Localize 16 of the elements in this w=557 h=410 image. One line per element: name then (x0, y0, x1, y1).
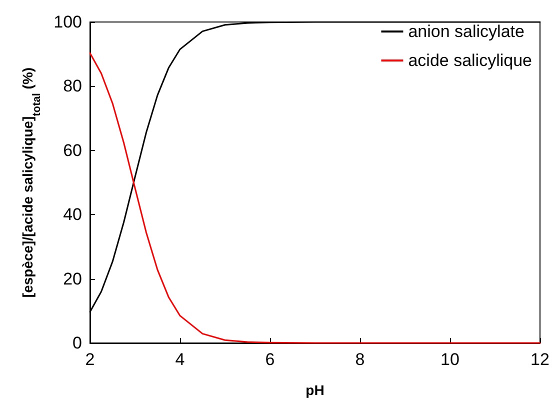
x-axis-title: pH (306, 382, 324, 398)
y-tick-label: 60 (63, 140, 82, 160)
legend-label: acide salicylique (408, 51, 532, 70)
y-tick-label: 80 (63, 76, 82, 96)
y-tick-label: 20 (63, 269, 82, 288)
x-tick-label: 8 (355, 350, 365, 369)
y-tick-label: 0 (72, 334, 82, 352)
x-tick-label: 12 (530, 350, 550, 369)
x-tick-label: 4 (175, 350, 185, 369)
legend-label: anion salicylate (408, 22, 524, 41)
y-tick-label: 100 (54, 12, 82, 32)
y-axis-title: [espèce]/[acide salicylique]total (%) (20, 67, 44, 298)
x-tick-label: 2 (85, 350, 95, 369)
x-tick-label: 6 (265, 350, 275, 369)
x-tick-label: 10 (440, 350, 460, 369)
y-tick-label: 40 (63, 205, 82, 224)
